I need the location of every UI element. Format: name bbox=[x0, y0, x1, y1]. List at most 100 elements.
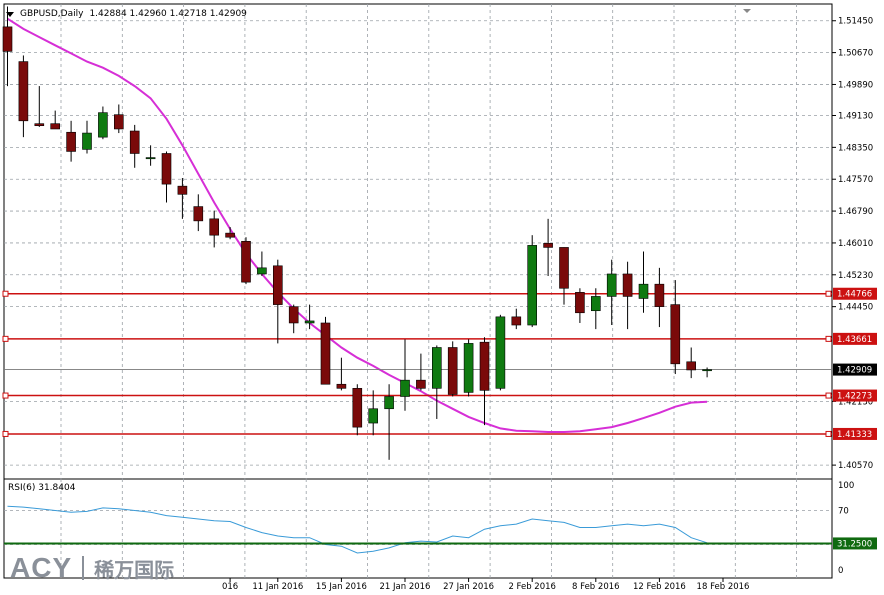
rsi-tick-label: 70 bbox=[838, 507, 849, 517]
price-tick-label: 1.51450 bbox=[838, 17, 873, 27]
price-tick-label: 1.48350 bbox=[838, 143, 873, 153]
candle-body bbox=[66, 131, 76, 152]
candle-body bbox=[670, 304, 681, 365]
candle-body bbox=[82, 132, 92, 150]
candle-body bbox=[543, 243, 553, 248]
candle bbox=[543, 218, 553, 277]
time-tick-label: 27 Jan 2016 bbox=[443, 582, 494, 592]
candle bbox=[161, 151, 172, 203]
current-price-tag bbox=[833, 363, 877, 376]
candle-body bbox=[320, 322, 331, 385]
candle-body bbox=[463, 343, 474, 393]
candle-body bbox=[34, 123, 45, 127]
candle-body bbox=[129, 130, 140, 154]
candle bbox=[606, 259, 617, 326]
candle bbox=[495, 314, 506, 391]
scroll-arrow-icon bbox=[743, 9, 751, 13]
candle bbox=[511, 308, 522, 330]
level-price-tag bbox=[833, 287, 877, 300]
candle bbox=[686, 347, 697, 379]
level-price-label: 1.44766 bbox=[837, 290, 872, 300]
level-price-tag bbox=[833, 389, 877, 402]
watermark-separator bbox=[82, 556, 85, 580]
candle-body bbox=[304, 320, 315, 324]
level-price-label: 1.42273 bbox=[837, 392, 872, 402]
current-price-label: 1.42909 bbox=[837, 366, 872, 376]
candle-body bbox=[702, 369, 712, 372]
level-price-label: 1.43661 bbox=[837, 335, 872, 345]
candle-body bbox=[479, 341, 490, 391]
candle-body bbox=[177, 185, 188, 195]
candle-body bbox=[416, 379, 426, 389]
candle bbox=[336, 357, 347, 391]
candle bbox=[34, 86, 45, 127]
candle bbox=[622, 261, 633, 330]
candle bbox=[384, 384, 394, 460]
candle bbox=[416, 353, 426, 391]
price-tick-label: 1.46010 bbox=[838, 239, 873, 249]
price-tick-label: 1.47570 bbox=[838, 175, 873, 185]
candle bbox=[2, 6, 13, 87]
candle bbox=[431, 345, 442, 419]
symbol-label: GBPUSD,Daily bbox=[20, 9, 84, 19]
candle-body bbox=[447, 347, 458, 395]
candle bbox=[177, 177, 188, 219]
time-tick-label: 21 Jan 2016 bbox=[380, 582, 431, 592]
dropdown-triangle-icon[interactable] bbox=[6, 11, 14, 17]
candle-body bbox=[686, 361, 697, 371]
rsi-level-label: 31.2500 bbox=[837, 539, 872, 549]
candle-body bbox=[527, 245, 538, 326]
candle bbox=[670, 280, 681, 375]
level-handle-right bbox=[825, 335, 832, 342]
candle-body bbox=[145, 157, 156, 160]
price-tick-label: 1.50670 bbox=[838, 49, 873, 59]
level-handle-right bbox=[825, 430, 832, 437]
rsi-pane-frame bbox=[3, 478, 833, 579]
candle-body bbox=[352, 388, 363, 428]
rsi-tick-label: 0 bbox=[838, 566, 843, 576]
price-tick-label: 1.46790 bbox=[838, 207, 873, 217]
candle bbox=[575, 288, 585, 323]
time-tick-label: 8 Feb 2016 bbox=[572, 582, 620, 592]
candle bbox=[98, 106, 108, 140]
candle bbox=[368, 390, 379, 436]
acy-logo: ACY bbox=[10, 552, 73, 583]
candle-body bbox=[241, 240, 251, 283]
candle-body bbox=[495, 316, 506, 389]
level-price-tag bbox=[833, 427, 877, 440]
candle bbox=[304, 304, 315, 330]
candle-body bbox=[384, 396, 394, 410]
candle bbox=[241, 237, 251, 285]
candle-body bbox=[336, 383, 347, 389]
candle-body bbox=[209, 218, 219, 236]
time-tick-label: 11 Jan 2016 bbox=[252, 582, 303, 592]
candle bbox=[479, 337, 490, 426]
candle bbox=[288, 304, 299, 334]
candle-body bbox=[257, 267, 267, 275]
level-handle-left bbox=[2, 335, 9, 342]
rsi-level-tag bbox=[833, 537, 877, 550]
candle bbox=[145, 145, 156, 166]
level-price-label: 1.41333 bbox=[837, 430, 872, 440]
candle-body bbox=[288, 306, 299, 324]
acy-watermark: ACY 稀万国际 bbox=[10, 552, 174, 584]
candle bbox=[225, 227, 235, 240]
candle-body bbox=[606, 273, 617, 297]
candle-body bbox=[225, 232, 235, 238]
candle-body bbox=[368, 408, 379, 424]
level-handle-left bbox=[2, 392, 9, 399]
candle bbox=[463, 339, 474, 397]
candle-body bbox=[161, 153, 172, 185]
time-tick-label: 2 Feb 2016 bbox=[508, 582, 556, 592]
level-handle-right bbox=[825, 392, 832, 399]
candle bbox=[590, 288, 601, 330]
candle bbox=[352, 384, 363, 436]
rsi-tick-label: 100 bbox=[838, 481, 854, 491]
candle bbox=[129, 124, 140, 168]
price-tick-label: 1.49130 bbox=[838, 112, 873, 122]
candle bbox=[209, 210, 219, 248]
candle-body bbox=[193, 206, 204, 222]
level-handle-right bbox=[825, 290, 832, 297]
time-tick-label: 016 bbox=[222, 582, 238, 592]
